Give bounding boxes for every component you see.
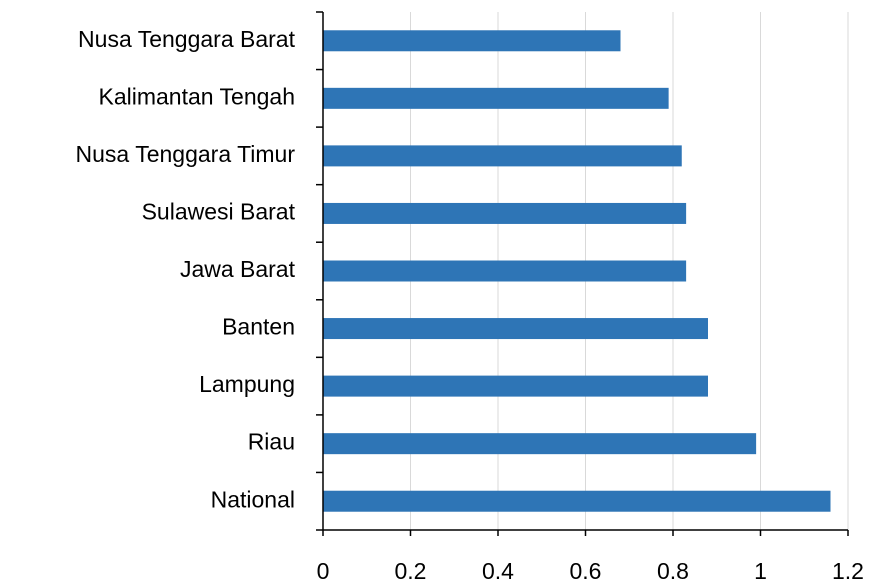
bar (323, 260, 687, 282)
x-tick-label: 1 (754, 558, 767, 583)
y-tick-label: Lampung (199, 371, 295, 397)
y-tick-label: Kalimantan Tengah (99, 83, 296, 109)
bar (323, 145, 682, 167)
bar (323, 318, 708, 340)
y-tick-label: Banten (222, 314, 295, 340)
bar (323, 433, 757, 455)
x-tick-label: 0.4 (482, 558, 514, 583)
x-tick-label: 0.8 (657, 558, 689, 583)
x-tick-label: 0.6 (570, 558, 602, 583)
bar (323, 490, 831, 512)
bar (323, 87, 669, 109)
x-tick-label: 0 (317, 558, 330, 583)
y-tick-label: Riau (248, 429, 295, 455)
y-tick-label: Sulawesi Barat (142, 199, 296, 225)
y-tick-label: Nusa Tenggara Timur (76, 141, 296, 167)
bar (323, 30, 621, 52)
x-tick-label: 0.2 (395, 558, 427, 583)
bars (323, 30, 831, 512)
bar (323, 202, 687, 224)
x-tick-label: 1.2 (832, 558, 864, 583)
y-tick-label: Jawa Barat (180, 256, 296, 282)
y-tick-label: Nusa Tenggara Barat (78, 26, 296, 52)
y-tick-label: National (211, 486, 295, 512)
bar (323, 375, 708, 397)
